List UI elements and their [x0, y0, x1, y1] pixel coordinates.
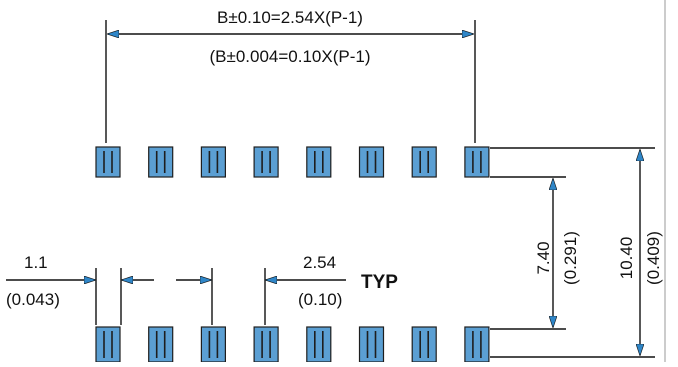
pad-width-metric: 1.1 [24, 253, 48, 272]
span-metric-label: B±0.10=2.54X(P-1) [217, 8, 363, 27]
outer-spacing-metric: 10.40 [617, 237, 636, 280]
top-pad-row [95, 146, 490, 178]
bottom-pad-5 [306, 326, 332, 363]
pad-width-dimension: 1.1 (0.043) [6, 253, 154, 325]
pitch-dimension: 2.54 (0.10) TYP [176, 253, 398, 325]
bottom-pad-3 [200, 326, 226, 363]
top-pad-7 [411, 146, 437, 178]
outer-spacing-dimension: 10.40 (0.409) [617, 150, 663, 355]
bottom-pad-7 [411, 326, 437, 363]
top-pad-8 [464, 146, 490, 178]
pad-width-inch: (0.043) [6, 290, 60, 309]
bottom-pad-6 [358, 326, 385, 363]
inner-spacing-dimension: 7.40 (0.291) [534, 179, 580, 327]
top-pad-4 [253, 146, 279, 178]
outer-spacing-inch: (0.409) [644, 231, 663, 285]
bottom-pad-4 [253, 326, 279, 363]
top-pad-5 [306, 146, 332, 178]
row-extension-lines [490, 147, 655, 358]
bottom-pad-1 [95, 326, 121, 363]
pitch-metric: 2.54 [303, 253, 336, 272]
top-pad-2 [148, 146, 174, 178]
inner-spacing-metric: 7.40 [534, 241, 553, 274]
span-inch-label: (B±0.004=0.10X(P-1) [209, 47, 370, 66]
top-pad-1 [95, 146, 121, 178]
bottom-pad-2 [148, 326, 174, 363]
overall-span-dimension: B±0.10=2.54X(P-1) (B±0.004=0.10X(P-1) [105, 8, 476, 143]
pitch-inch: (0.10) [298, 290, 342, 309]
top-pad-6 [358, 146, 385, 178]
inner-spacing-inch: (0.291) [561, 231, 580, 285]
pitch-typ-label: TYP [361, 272, 398, 293]
bottom-pad-row [95, 326, 490, 363]
top-pad-3 [200, 146, 226, 178]
bottom-pad-8 [464, 326, 490, 363]
